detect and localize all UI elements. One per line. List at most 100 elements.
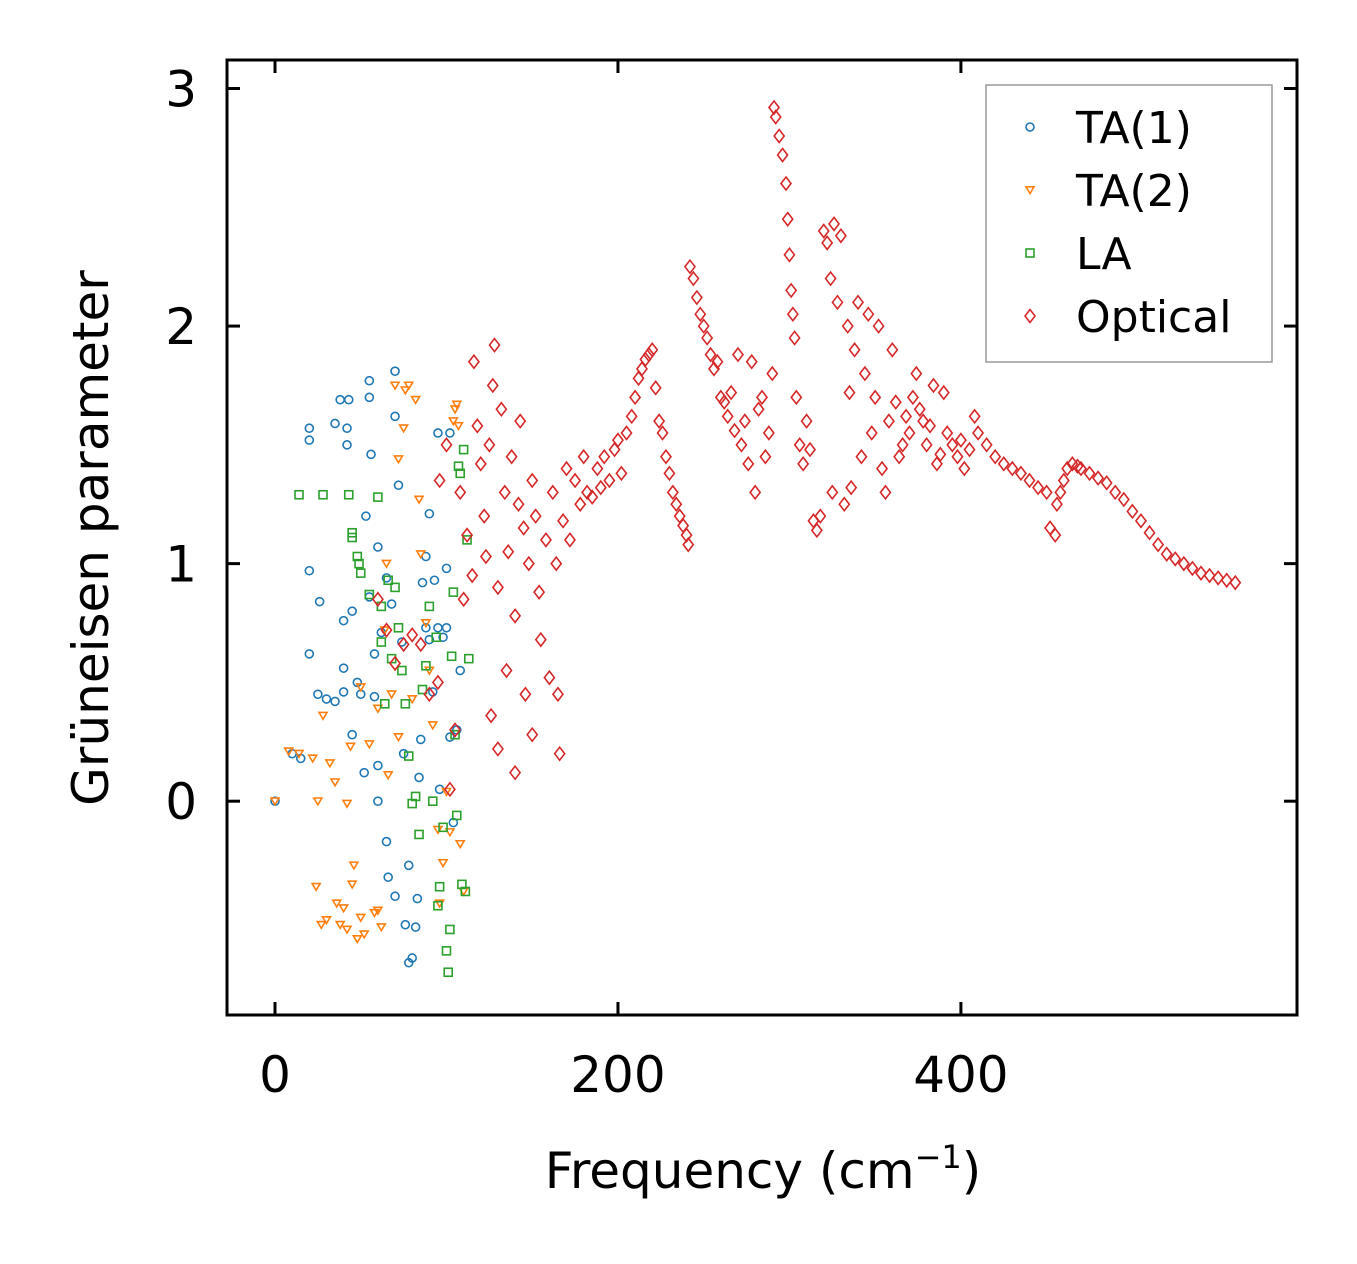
data-point: [427, 796, 438, 806]
data-point: [376, 601, 387, 612]
data-point: [369, 649, 380, 659]
data-point: [364, 592, 375, 602]
data-point: [855, 448, 868, 465]
data-point: [731, 346, 745, 363]
data-point: [1100, 475, 1113, 491]
data-point: [1134, 513, 1147, 529]
data-point: [421, 622, 431, 633]
data-point: [852, 294, 865, 311]
data-point: [495, 401, 508, 418]
data-point: [338, 663, 349, 673]
data-point: [486, 377, 499, 394]
legend-label: LA: [1076, 229, 1132, 280]
data-point: [831, 294, 844, 311]
data-point: [577, 448, 590, 465]
data-point: [427, 721, 439, 731]
data-point: [910, 365, 923, 382]
data-point: [817, 223, 830, 239]
data-point: [315, 920, 327, 930]
data-point: [441, 563, 452, 574]
x-axis-label: Frequency (cm−1): [545, 1138, 982, 1200]
data-point: [417, 684, 428, 695]
data-points-layer: [269, 99, 1242, 978]
data-point: [642, 346, 655, 363]
data-point: [448, 587, 459, 597]
data-point: [381, 836, 392, 847]
data-point: [347, 606, 357, 616]
data-point: [968, 408, 981, 425]
data-point: [414, 772, 424, 783]
data-point: [526, 726, 539, 743]
data-point: [807, 513, 820, 529]
axis-ticks: 0 200 400 0 1 2 3: [165, 60, 1297, 1104]
data-point: [283, 747, 295, 757]
data-point: [858, 365, 871, 382]
data-point: [369, 691, 380, 702]
data-point: [533, 584, 546, 600]
data-point: [1203, 567, 1216, 584]
legend-label: Optical: [1076, 292, 1231, 343]
data-point: [526, 472, 539, 489]
plot-frame: [225, 58, 1299, 1017]
legend-box: [985, 84, 1273, 363]
data-point: [345, 742, 356, 752]
data-point: [445, 924, 455, 935]
data-point: [400, 919, 411, 930]
data-point: [1212, 570, 1225, 586]
data-point: [410, 395, 422, 405]
data-point: [366, 449, 376, 460]
data-point: [403, 381, 415, 391]
data-point: [1169, 551, 1182, 567]
data-point: [474, 456, 487, 472]
data-point: [728, 422, 741, 439]
data-point: [711, 353, 724, 370]
data-point: [421, 660, 431, 671]
data-point: [389, 381, 401, 391]
data-point: [800, 413, 813, 429]
data-point: [293, 749, 305, 759]
data-point: [625, 408, 638, 425]
data-point: [591, 460, 604, 477]
data-point: [431, 632, 441, 643]
data-point: [814, 508, 827, 524]
data-point: [414, 829, 424, 840]
data-point: [343, 489, 354, 500]
data-point: [462, 535, 472, 545]
data-point: [424, 508, 435, 519]
legend: TA(1) TA(2) LA Optical: [985, 84, 1273, 363]
data-point: [310, 882, 322, 892]
data-point: [725, 384, 738, 401]
data-point: [783, 246, 796, 263]
data-point: [941, 425, 954, 441]
data-point: [330, 418, 340, 429]
data-point: [745, 353, 758, 370]
data-point: [876, 460, 889, 477]
data-point: [697, 318, 710, 334]
data-point: [451, 400, 463, 410]
data-point: [1023, 472, 1036, 489]
data-point: [471, 418, 484, 434]
data-point: [383, 872, 393, 883]
data-point: [488, 337, 501, 353]
data-point: [364, 392, 375, 403]
data-point: [989, 448, 1002, 465]
data-point: [372, 906, 384, 916]
data-point: [467, 353, 480, 370]
data-point: [478, 508, 491, 524]
data-point: [742, 456, 755, 472]
data-point: [390, 411, 400, 422]
data-point: [1040, 484, 1053, 501]
data-point: [1057, 472, 1070, 489]
data-point: [479, 548, 492, 565]
data-point: [694, 306, 707, 323]
data-point: [682, 536, 695, 553]
data-point: [546, 484, 559, 501]
data-point: [338, 904, 350, 914]
data-point: [457, 591, 470, 608]
data-point: [690, 289, 703, 306]
data-point: [586, 489, 599, 505]
series-ta-2-: [269, 381, 470, 945]
data-point: [608, 441, 621, 458]
data-point: [930, 456, 943, 472]
